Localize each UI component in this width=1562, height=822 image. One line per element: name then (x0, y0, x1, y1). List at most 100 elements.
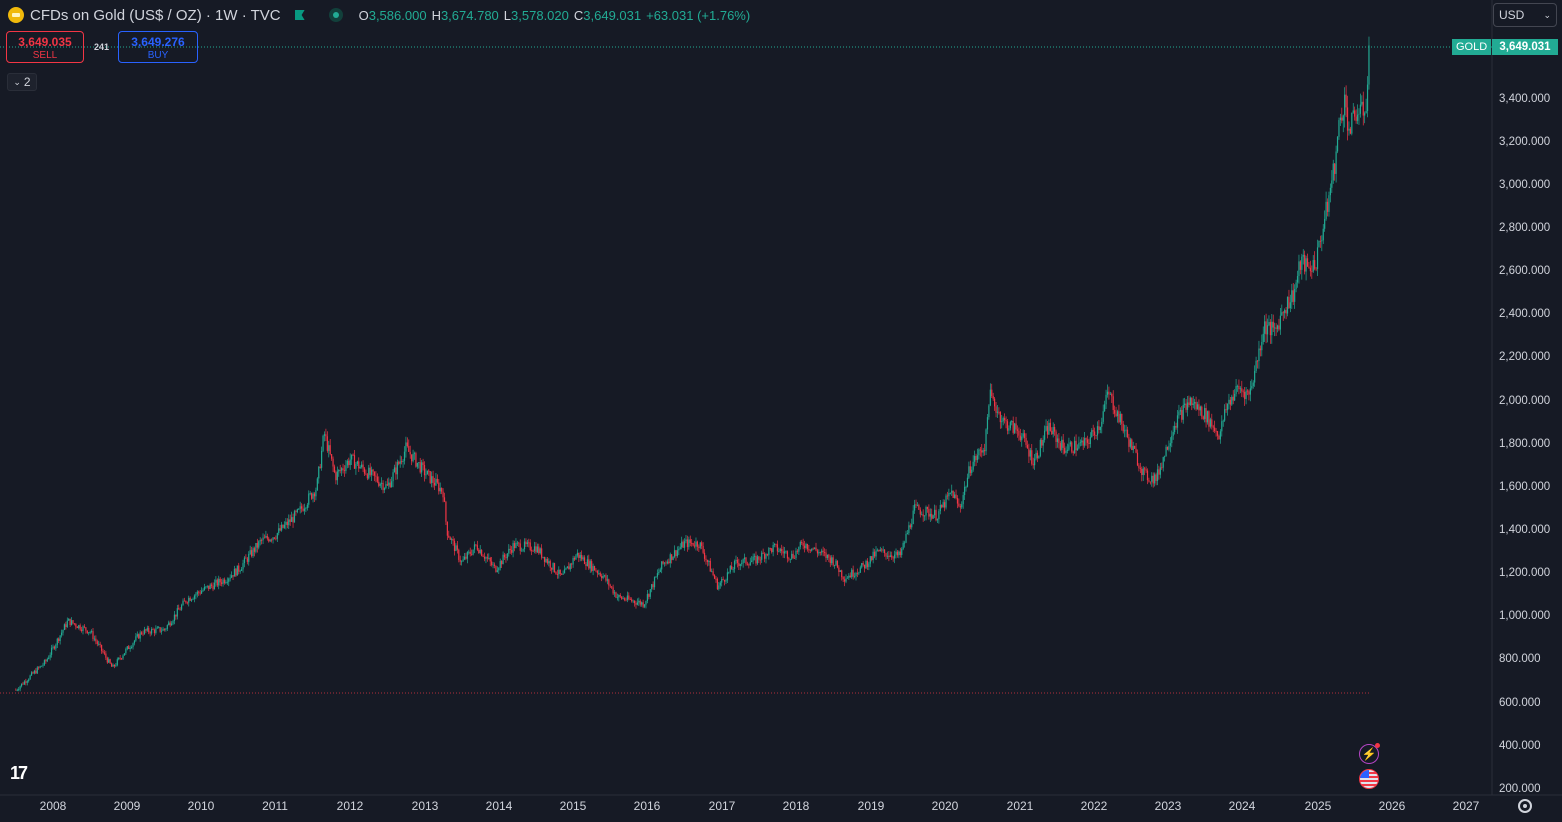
candle-body (846, 577, 849, 579)
candle-body (1254, 371, 1256, 383)
candle-body (399, 461, 401, 464)
candle-body (951, 490, 953, 493)
candle-body (113, 664, 116, 667)
candle-body (1004, 418, 1006, 421)
candle-body (849, 575, 851, 578)
candle-body (709, 560, 711, 572)
candle-body (1235, 386, 1237, 394)
candle-body (1208, 411, 1210, 427)
currency-select[interactable]: USD ⌄ (1493, 3, 1557, 27)
candle-body (22, 683, 24, 685)
candle-body (452, 539, 454, 541)
candle-body (792, 553, 794, 559)
candle-body (451, 539, 453, 540)
candle-body (728, 571, 730, 573)
candle-body (406, 442, 408, 447)
us-flag-icon[interactable] (1359, 769, 1379, 789)
candle-body (236, 565, 238, 576)
candle-body (1228, 399, 1230, 404)
status-dot-icon[interactable] (328, 8, 343, 22)
candle-body (292, 517, 294, 523)
candle-body (235, 568, 237, 576)
tradingview-logo-icon[interactable]: 17 (10, 763, 28, 783)
time-tick: 2026 (1378, 799, 1406, 813)
indicators-collapse-button[interactable]: ⌄ 2 (7, 73, 37, 91)
candle-body (396, 462, 398, 475)
candle-body (248, 554, 250, 562)
candle-body (662, 561, 664, 564)
candle-body (565, 568, 567, 570)
bolt-icon[interactable]: ⚡ (1359, 743, 1380, 764)
candle-body (733, 560, 736, 570)
candle-body (736, 559, 739, 563)
price-tick: 3,400.000 (1499, 93, 1551, 105)
candle-body (441, 487, 443, 492)
candle-body (268, 538, 270, 542)
candle-body (758, 556, 760, 560)
last-price-label: 3,649.031 (1492, 39, 1558, 55)
symbol-tag: GOLD (1452, 39, 1492, 55)
candle-body (541, 548, 543, 558)
candle-body (401, 461, 403, 463)
candle-body (42, 664, 44, 666)
time-tick: 2024 (1228, 799, 1256, 813)
candle-body (1138, 465, 1140, 469)
candle-body (479, 549, 481, 554)
sell-button[interactable]: 3,649.035 SELL (6, 31, 84, 63)
candle-body (363, 468, 366, 474)
buy-button[interactable]: 3,649.276 BUY (118, 31, 198, 63)
candle-body (586, 559, 588, 567)
candle-body (942, 502, 944, 508)
symbol-title[interactable]: CFDs on Gold (US$ / OZ) · 1W · TVC (30, 6, 281, 24)
candle-body (1276, 325, 1279, 329)
candle-body (1368, 45, 1370, 85)
candle-body (1348, 128, 1350, 131)
candle-body (568, 566, 570, 570)
candle-body (803, 545, 806, 548)
candle-body (1005, 420, 1007, 422)
candle-body (232, 575, 234, 577)
candle-body (253, 548, 256, 552)
candle-body (766, 554, 769, 556)
candle-body (409, 451, 411, 455)
candle-body (69, 618, 71, 626)
candle-body (365, 473, 367, 475)
candle-body (33, 670, 36, 674)
gold-symbol-icon[interactable] (8, 7, 24, 23)
settings-icon[interactable] (1518, 799, 1532, 813)
candle-body (931, 513, 933, 519)
candle-body (922, 514, 924, 517)
candle-body (725, 580, 727, 582)
candle-body (183, 600, 186, 602)
candle-body (180, 605, 183, 610)
candle-body (455, 545, 457, 552)
candle-body (405, 442, 407, 452)
candle-body (885, 553, 887, 557)
candle-body (795, 550, 797, 559)
candle-body (1085, 438, 1087, 440)
candle-body (791, 553, 793, 559)
candle-body (286, 521, 288, 526)
flag-icon[interactable] (294, 10, 305, 20)
candle-body (149, 632, 151, 634)
candle-body (371, 469, 373, 475)
candle-body (538, 546, 540, 554)
candle-body (1065, 450, 1067, 453)
candle-body (103, 652, 106, 654)
candle-body (563, 569, 566, 574)
candle-body (362, 464, 364, 469)
candle-body (58, 638, 60, 642)
candle-body (265, 535, 267, 538)
candle-body (929, 513, 931, 517)
candle-body (509, 548, 511, 550)
candle-body (513, 543, 516, 549)
candle-body (745, 557, 747, 564)
candle-body (656, 573, 659, 577)
candle-body (1258, 348, 1260, 362)
candle-body (853, 575, 856, 577)
candle-body (1159, 467, 1161, 475)
candle-body (925, 506, 927, 516)
candle-body (328, 445, 330, 451)
candle-body (139, 632, 141, 639)
